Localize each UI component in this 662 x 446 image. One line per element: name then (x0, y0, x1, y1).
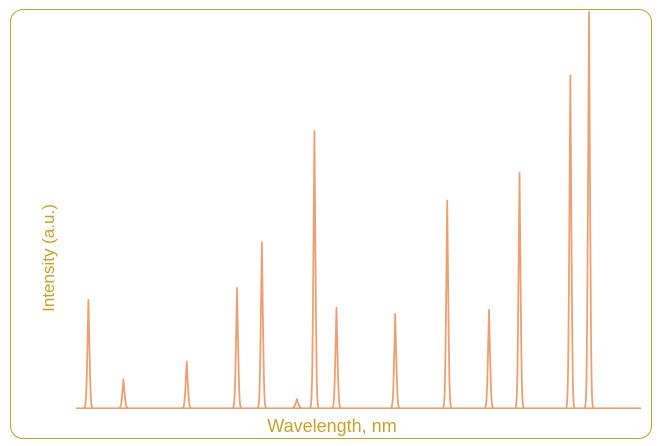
spectrum-plot (76, 11, 641, 410)
spectral-peak-7 (309, 130, 320, 410)
spectral-peak-8 (331, 306, 342, 410)
x-axis-label: Wavelength, nm (267, 416, 397, 436)
spectral-peak-3 (181, 360, 192, 410)
spectral-peak-6 (291, 398, 303, 410)
spectral-peak-10 (441, 199, 453, 410)
y-axis-label: Intensity (a.u.) (39, 204, 58, 312)
spectral-peak-4 (231, 287, 243, 410)
spectral-peak-9 (389, 312, 401, 410)
spectral-peak-2 (118, 378, 129, 410)
spectral-peak-1 (83, 298, 94, 410)
spectral-peak-14 (583, 11, 595, 410)
spectral-peak-11 (483, 308, 495, 410)
spectral-peak-13 (564, 74, 576, 410)
spectral-peak-12 (514, 171, 525, 410)
spectral-peak-5 (256, 241, 268, 410)
chart-frame: Intensity (a.u.) Wavelength, nm (10, 9, 652, 439)
